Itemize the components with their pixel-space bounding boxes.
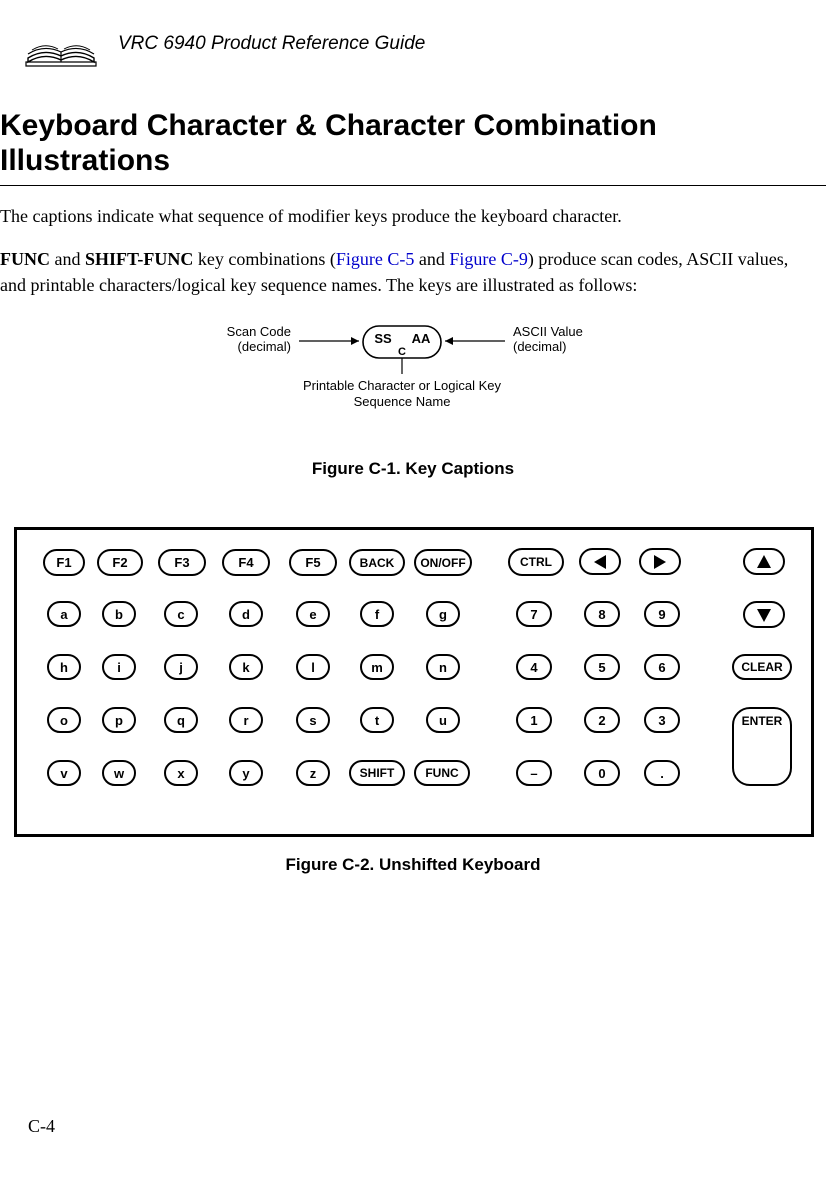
key-4[interactable]: 4 [516, 654, 552, 680]
key-FUNC[interactable]: FUNC [414, 760, 470, 786]
key-z[interactable]: z [296, 760, 330, 786]
key-F4[interactable]: F4 [222, 549, 270, 576]
svg-text:Sequence Name: Sequence Name [354, 394, 451, 409]
key-BACK[interactable]: BACK [349, 549, 405, 576]
key-r[interactable]: r [229, 707, 263, 733]
svg-text:Printable Character or Logical: Printable Character or Logical Key [303, 378, 501, 393]
key-5[interactable]: 5 [584, 654, 620, 680]
key-q[interactable]: q [164, 707, 198, 733]
p2-m1: and [50, 249, 85, 269]
key-g[interactable]: g [426, 601, 460, 627]
link-figure-c5[interactable]: Figure C-5 [336, 249, 415, 269]
ascii-label-1: ASCII Value [513, 324, 583, 339]
scan-code-label-2: (decimal) [238, 339, 291, 354]
key-b[interactable]: b [102, 601, 136, 627]
key-a[interactable]: a [47, 601, 81, 627]
key-p[interactable]: p [102, 707, 136, 733]
link-figure-c9[interactable]: Figure C-9 [449, 249, 528, 269]
key-7[interactable]: 7 [516, 601, 552, 627]
key-ENTER[interactable]: ENTER [732, 707, 792, 786]
key-e[interactable]: e [296, 601, 330, 627]
key-right[interactable] [639, 548, 681, 575]
key-n[interactable]: n [426, 654, 460, 680]
key-dash[interactable]: – [516, 760, 552, 786]
key-j[interactable]: j [164, 654, 198, 680]
key-CTRL[interactable]: CTRL [508, 548, 564, 576]
key-i[interactable]: i [102, 654, 136, 680]
key-ONOFF[interactable]: ON/OFF [414, 549, 472, 576]
paragraph-2: FUNC and SHIFT-FUNC key combinations (Fi… [0, 247, 818, 298]
figure-c2-caption: Figure C-2. Unshifted Keyboard [0, 855, 826, 875]
key-v[interactable]: v [47, 760, 81, 786]
ascii-label-2: (decimal) [513, 339, 566, 354]
key-m[interactable]: m [360, 654, 394, 680]
key-CLEAR[interactable]: CLEAR [732, 654, 792, 680]
key-y[interactable]: y [229, 760, 263, 786]
key-w[interactable]: w [102, 760, 136, 786]
svg-text:C: C [398, 346, 406, 358]
key-c[interactable]: c [164, 601, 198, 627]
p2-m3: and [414, 249, 449, 269]
doc-title: VRC 6940 Product Reference Guide [118, 33, 425, 55]
key-d[interactable]: d [229, 601, 263, 627]
book-icon [22, 18, 100, 70]
keyboard-diagram: F1 F2 F3 F4 F5 BACK ON/OFF CTRL ab c d e f g 7 89 hi j k l m… [14, 527, 814, 837]
key-x[interactable]: x [164, 760, 198, 786]
key-9[interactable]: 9 [644, 601, 680, 627]
key-dot[interactable]: . [644, 760, 680, 786]
page-header: VRC 6940 Product Reference Guide [0, 0, 826, 80]
shiftfunc-label: SHIFT-FUNC [85, 249, 193, 269]
key-down[interactable] [743, 601, 785, 628]
key-l[interactable]: l [296, 654, 330, 680]
key-f[interactable]: f [360, 601, 394, 627]
key-left[interactable] [579, 548, 621, 575]
key-u[interactable]: u [426, 707, 460, 733]
func-label: FUNC [0, 249, 50, 269]
key-0[interactable]: 0 [584, 760, 620, 786]
section-title: Keyboard Character & Character Combinati… [0, 108, 826, 179]
key-k[interactable]: k [229, 654, 263, 680]
svg-text:SS: SS [374, 331, 392, 346]
paragraph-1: The captions indicate what sequence of m… [0, 204, 818, 230]
key-t[interactable]: t [360, 707, 394, 733]
figure-c1-diagram: Scan Code (decimal) ASCII Value (decimal… [0, 316, 826, 431]
p2-m2: key combinations ( [193, 249, 335, 269]
key-F2[interactable]: F2 [97, 549, 143, 576]
key-3[interactable]: 3 [644, 707, 680, 733]
key-SHIFT[interactable]: SHIFT [349, 760, 405, 786]
page-number: C-4 [28, 1116, 55, 1137]
scan-code-label-1: Scan Code [227, 324, 291, 339]
key-o[interactable]: o [47, 707, 81, 733]
key-h[interactable]: h [47, 654, 81, 680]
key-2[interactable]: 2 [584, 707, 620, 733]
key-F1[interactable]: F1 [43, 549, 85, 576]
key-6[interactable]: 6 [644, 654, 680, 680]
key-F3[interactable]: F3 [158, 549, 206, 576]
key-s[interactable]: s [296, 707, 330, 733]
key-up[interactable] [743, 548, 785, 575]
key-8[interactable]: 8 [584, 601, 620, 627]
key-F5[interactable]: F5 [289, 549, 337, 576]
figure-c1-caption: Figure C-1. Key Captions [0, 459, 826, 479]
svg-text:AA: AA [412, 331, 431, 346]
section-rule [0, 185, 826, 186]
key-1[interactable]: 1 [516, 707, 552, 733]
